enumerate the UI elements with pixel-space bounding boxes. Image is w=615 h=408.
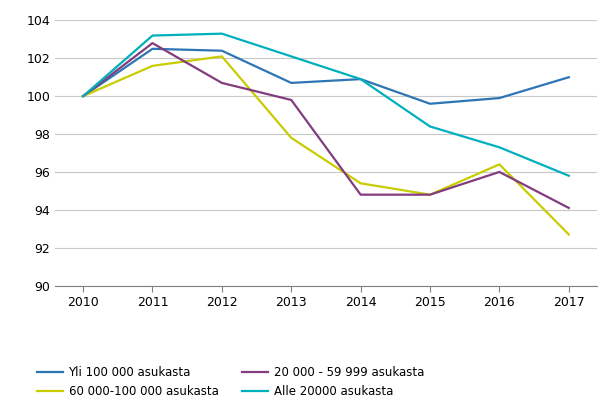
Yli 100 000 asukasta <box>357 77 364 82</box>
60 000-100 000 asukasta <box>357 181 364 186</box>
Yli 100 000 asukasta <box>565 75 573 80</box>
Alle 20000 asukasta <box>357 77 364 82</box>
Alle 20000 asukasta <box>218 31 226 36</box>
Alle 20000 asukasta <box>79 94 87 99</box>
Line: Yli 100 000 asukasta: Yli 100 000 asukasta <box>83 49 569 104</box>
Alle 20000 asukasta <box>565 173 573 178</box>
Alle 20000 asukasta <box>496 145 503 150</box>
20 000 - 59 999 asukasta <box>565 206 573 211</box>
60 000-100 000 asukasta <box>149 63 156 68</box>
20 000 - 59 999 asukasta <box>426 192 434 197</box>
Yli 100 000 asukasta <box>288 80 295 85</box>
20 000 - 59 999 asukasta <box>357 192 364 197</box>
60 000-100 000 asukasta <box>288 135 295 140</box>
Line: Alle 20000 asukasta: Alle 20000 asukasta <box>83 34 569 176</box>
60 000-100 000 asukasta <box>79 94 87 99</box>
Yli 100 000 asukasta <box>149 47 156 51</box>
20 000 - 59 999 asukasta <box>288 98 295 102</box>
Yli 100 000 asukasta <box>496 95 503 100</box>
20 000 - 59 999 asukasta <box>149 41 156 46</box>
20 000 - 59 999 asukasta <box>496 169 503 174</box>
Line: 60 000-100 000 asukasta: 60 000-100 000 asukasta <box>83 56 569 235</box>
Yli 100 000 asukasta <box>426 101 434 106</box>
Legend: Yli 100 000 asukasta, 60 000-100 000 asukasta, 20 000 - 59 999 asukasta, Alle 20: Yli 100 000 asukasta, 60 000-100 000 asu… <box>37 366 424 398</box>
Yli 100 000 asukasta <box>218 48 226 53</box>
Line: 20 000 - 59 999 asukasta: 20 000 - 59 999 asukasta <box>83 43 569 208</box>
20 000 - 59 999 asukasta <box>218 80 226 85</box>
60 000-100 000 asukasta <box>218 54 226 59</box>
Alle 20000 asukasta <box>426 124 434 129</box>
Yli 100 000 asukasta <box>79 94 87 99</box>
60 000-100 000 asukasta <box>496 162 503 167</box>
60 000-100 000 asukasta <box>565 232 573 237</box>
Alle 20000 asukasta <box>149 33 156 38</box>
60 000-100 000 asukasta <box>426 192 434 197</box>
20 000 - 59 999 asukasta <box>79 94 87 99</box>
Alle 20000 asukasta <box>288 54 295 59</box>
